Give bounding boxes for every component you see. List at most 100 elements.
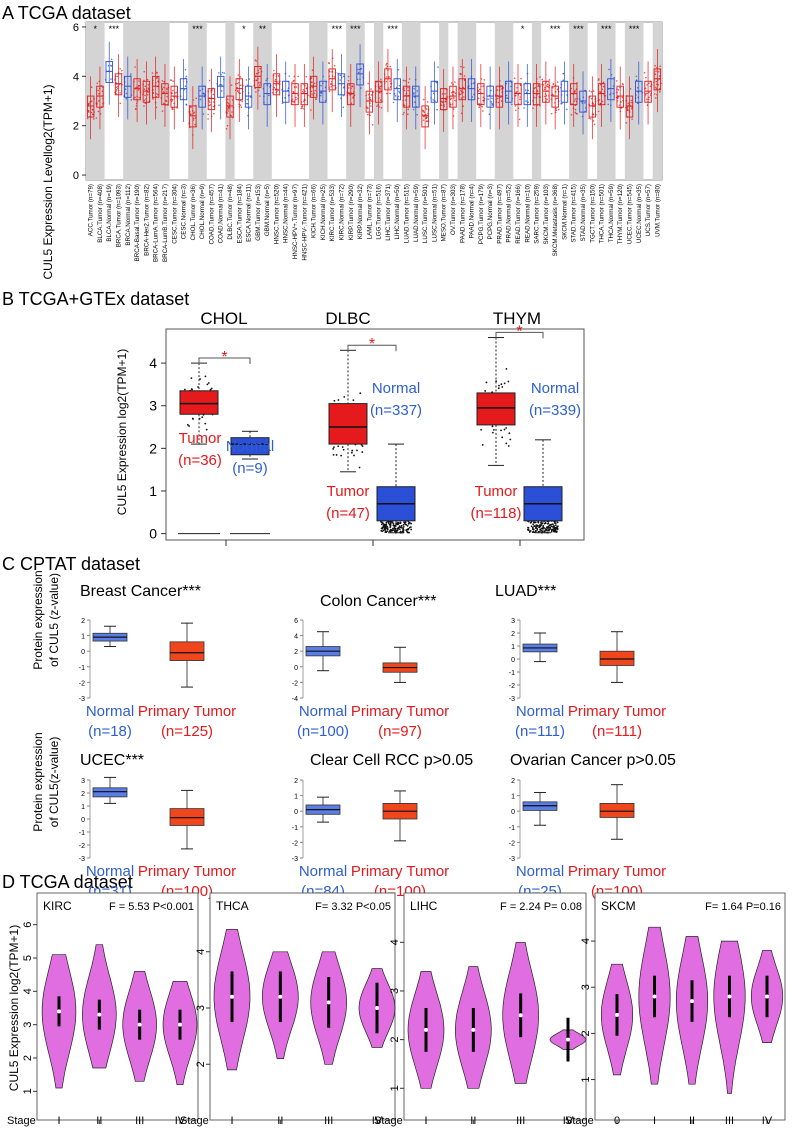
data-point	[382, 529, 385, 532]
data-point	[507, 445, 510, 447]
box	[616, 85, 624, 108]
data-point	[130, 73, 132, 75]
normal-label: Normal	[86, 863, 134, 880]
group-shade	[346, 22, 365, 180]
data-point	[398, 90, 400, 93]
y-tick-label: 1	[511, 794, 515, 801]
data-point	[367, 82, 369, 85]
significance-label: **	[259, 24, 267, 34]
data-point	[643, 71, 646, 74]
group-shade	[401, 22, 421, 180]
data-point	[226, 124, 229, 127]
data-point	[110, 58, 113, 61]
y-tick-label: 2	[294, 778, 298, 785]
y-tick-label: 0	[81, 817, 85, 824]
data-point	[546, 529, 548, 532]
data-point	[226, 101, 229, 104]
data-point	[599, 102, 602, 105]
data-point	[576, 81, 578, 84]
data-point	[547, 525, 549, 528]
data-point	[416, 113, 418, 116]
data-point	[87, 111, 90, 113]
tumor-box	[328, 403, 368, 445]
data-point	[397, 522, 400, 525]
x-tick-label: STAD.Normal (n=35)	[580, 184, 587, 241]
data-point	[201, 416, 204, 419]
data-point	[408, 78, 411, 80]
data-point	[146, 78, 149, 81]
data-point	[422, 110, 425, 113]
x-tick-label: MESO.Tumor (n=87)	[441, 184, 448, 241]
data-point	[600, 83, 602, 86]
group-shade	[253, 22, 272, 180]
box	[86, 95, 95, 118]
data-point	[135, 108, 137, 110]
data-point	[436, 108, 438, 111]
data-point	[653, 93, 656, 95]
y-tick-label: 0	[511, 657, 515, 664]
data-point	[514, 105, 517, 107]
x-tick-label: BRCA-LumA.Tumor (n=564)	[153, 184, 160, 262]
data-point	[505, 368, 508, 370]
tumor-box	[179, 390, 219, 415]
data-point	[460, 65, 462, 68]
data-point	[539, 76, 541, 78]
data-point	[408, 526, 411, 529]
tumor-label: Primary Tumor	[568, 703, 666, 720]
data-point	[171, 92, 173, 95]
box	[625, 95, 634, 118]
data-point	[134, 96, 136, 99]
data-point	[620, 101, 622, 103]
data-point	[432, 92, 435, 95]
data-point	[644, 87, 647, 89]
data-point	[268, 94, 270, 97]
data-point	[523, 107, 525, 109]
data-point	[370, 94, 373, 96]
data-point	[342, 86, 345, 89]
x-tick-label: DLBC.Tumor (n=48)	[227, 184, 234, 240]
significance-label: *	[369, 336, 375, 353]
data-point	[382, 522, 384, 525]
data-point	[388, 87, 390, 89]
data-point	[394, 95, 397, 97]
data-point	[206, 383, 209, 386]
data-point	[510, 85, 512, 88]
data-point	[540, 527, 543, 530]
data-point	[93, 118, 95, 120]
data-point	[500, 383, 503, 386]
data-point	[379, 85, 381, 88]
data-point	[412, 108, 415, 111]
data-point	[648, 96, 650, 99]
data-point	[402, 527, 405, 530]
x-tick-label: HNSC-HPV+.Tumor (n=97)	[292, 184, 299, 259]
panel-b: 01234CHOL*Tumor(n=36)Normal(n=9)DLBC*Tum…	[149, 309, 585, 546]
x-tick-label: GBM.Normal (n=5)	[264, 184, 271, 236]
y-axis-label: Protein expression	[31, 570, 45, 669]
y-tick-label: 2	[81, 791, 85, 798]
data-point	[207, 118, 209, 120]
x-tick-label: BRCA-Basal.Tumor (n=190)	[134, 184, 141, 261]
data-point	[460, 90, 463, 93]
box	[365, 90, 374, 113]
data-point	[147, 93, 149, 96]
y-tick-label: 2	[389, 1037, 401, 1043]
data-point	[188, 425, 191, 427]
data-point	[407, 108, 410, 111]
plot-title: Clear Cell RCC p>0.05	[310, 752, 473, 769]
violin	[713, 940, 746, 1094]
data-point	[357, 71, 360, 74]
dataset-title: DLBC	[325, 309, 370, 328]
x-tick-label: LIHC.Normal (n=50)	[394, 184, 401, 240]
data-point	[382, 526, 385, 528]
data-point	[453, 97, 455, 99]
data-point	[621, 82, 624, 85]
plot-stat: F = 2.24 P= 0.08	[500, 901, 582, 913]
data-point	[341, 446, 344, 448]
x-tick-label: UVM.Tumor (n=80)	[654, 184, 661, 237]
x-tick-label: CHOL.Normal (n=9)	[199, 184, 206, 239]
normal-label: Normal	[531, 380, 579, 397]
data-point	[537, 84, 540, 87]
data-point	[166, 95, 168, 98]
data-point	[527, 526, 529, 529]
data-point	[87, 103, 90, 106]
